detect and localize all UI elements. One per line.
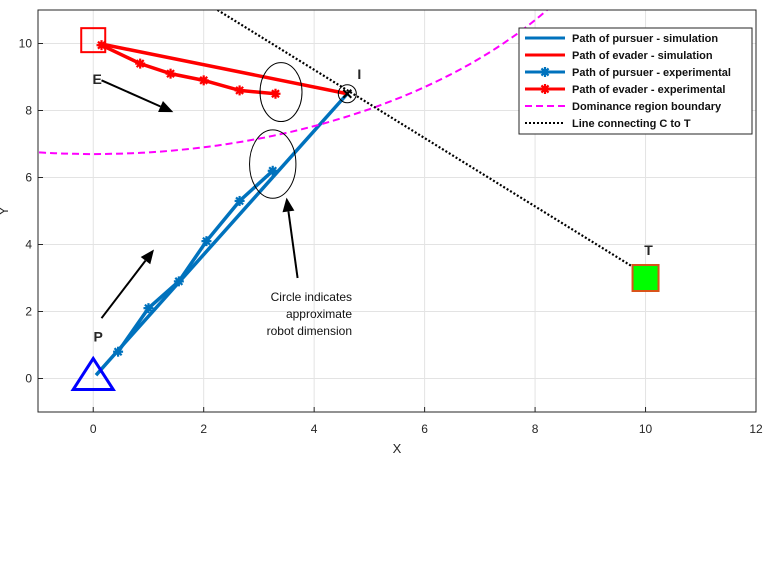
arrow-head bbox=[158, 101, 174, 113]
path-of-evader-experimental-line bbox=[100, 43, 276, 96]
y-tick-label: 6 bbox=[25, 171, 32, 185]
path-of-pursuer-experimental-line bbox=[116, 169, 274, 353]
y-axis-label: Y bbox=[0, 206, 11, 215]
evader-start-square bbox=[80, 27, 107, 54]
robot-dimension-circle bbox=[259, 62, 303, 123]
point-label-i: I bbox=[357, 66, 361, 82]
marker-core bbox=[145, 304, 152, 312]
y-tick-label: 4 bbox=[25, 238, 32, 252]
path-of-evader-experimental-point bbox=[96, 40, 107, 51]
x-axis-label: X bbox=[393, 441, 402, 456]
path-of-evader-experimental-point bbox=[198, 75, 209, 86]
annotation-line-1: Circle indicates bbox=[271, 290, 352, 304]
marker-core bbox=[236, 87, 243, 94]
marker-core bbox=[136, 60, 144, 67]
path-of-evader-simulation-line bbox=[98, 41, 348, 96]
legend-label-line-connecting-c-to-t: Line connecting C to T bbox=[572, 118, 691, 130]
x-tick-label: 6 bbox=[421, 422, 428, 436]
arrow-head bbox=[282, 197, 295, 213]
point-label-e: E bbox=[93, 71, 102, 87]
x-tick-label: 8 bbox=[532, 422, 539, 436]
legend: Path of pursuer - simulation Path of evad… bbox=[518, 27, 753, 135]
path-of-pursuer-experimental-point bbox=[234, 195, 245, 206]
arrow bbox=[100, 249, 154, 319]
arrow bbox=[282, 197, 299, 279]
arrow bbox=[101, 79, 174, 113]
x-tick-label: 4 bbox=[311, 422, 318, 436]
path-of-pursuer-experimental-point bbox=[143, 303, 154, 314]
legend-label-path-of-pursuer-simulation: Path of pursuer - simulation bbox=[572, 33, 718, 45]
path-of-evader-experimental-point bbox=[234, 85, 245, 96]
annotation-line-3: robot dimension bbox=[267, 324, 352, 338]
path-of-pursuer-experimental-point bbox=[201, 236, 212, 247]
arrow-head bbox=[140, 249, 154, 265]
legend-label-dominance-region-boundary: Dominance region boundary bbox=[572, 101, 722, 113]
x-tick-label: 0 bbox=[90, 422, 97, 436]
arrow-shaft bbox=[287, 211, 299, 279]
marker-core bbox=[175, 278, 183, 285]
legend-marker-path-of-evader-experimental bbox=[540, 84, 550, 94]
path-of-evader-experimental-point bbox=[165, 68, 176, 79]
path-of-pursuer-simulation-line bbox=[94, 92, 349, 377]
marker-core bbox=[203, 237, 210, 245]
path-of-pursuer-experimental-point bbox=[113, 346, 124, 357]
marker-core bbox=[114, 348, 122, 355]
marker-core bbox=[541, 85, 549, 93]
y-tick-label: 8 bbox=[25, 104, 32, 118]
arrow-shaft bbox=[101, 79, 161, 108]
intercept-x-mark bbox=[342, 89, 352, 99]
y-tick-label: 10 bbox=[19, 37, 33, 51]
legend-label-path-of-pursuer-experimental: Path of pursuer - experimental bbox=[572, 67, 731, 79]
annotation-layer: P E T I bbox=[70, 27, 660, 391]
legend-label-path-of-evader-experimental: Path of evader - experimental bbox=[572, 84, 725, 96]
marker-core bbox=[541, 68, 549, 76]
tick-labels: 0 2 4 6 8 10 12 0 2 4 6 8 10 bbox=[19, 37, 763, 437]
dominance-region-boundary-line bbox=[38, 10, 549, 156]
marker-core bbox=[167, 70, 174, 77]
marker-core bbox=[272, 90, 279, 97]
annotation-line-2: approximate bbox=[286, 307, 352, 321]
path-of-pursuer-experimental-point bbox=[173, 276, 184, 287]
path-of-evader-experimental-point bbox=[135, 58, 146, 69]
path-of-evader-experimental-point bbox=[270, 88, 281, 99]
x-tick-label: 2 bbox=[200, 422, 207, 436]
y-tick-label: 0 bbox=[25, 372, 32, 386]
line-connecting-c-to-t-line bbox=[216, 10, 641, 273]
annotation-text: Circle indicates approximate robot dimen… bbox=[267, 290, 353, 338]
y-tick-label: 2 bbox=[25, 305, 32, 319]
point-label-p: P bbox=[94, 329, 103, 345]
arrow-shaft bbox=[100, 260, 147, 319]
legend-label-path-of-evader-simulation: Path of evader - simulation bbox=[572, 50, 713, 62]
intercept-circle bbox=[337, 84, 357, 104]
marker-core bbox=[98, 41, 105, 49]
marker-core bbox=[200, 77, 207, 84]
x-tick-label: 10 bbox=[639, 422, 653, 436]
target-square bbox=[631, 264, 660, 292]
x-tick-label: 12 bbox=[749, 422, 763, 436]
axes-frame bbox=[37, 9, 757, 413]
pursuer-start-triangle bbox=[70, 355, 116, 391]
marker-core bbox=[236, 197, 243, 205]
legend-box bbox=[518, 27, 753, 135]
marker-core bbox=[269, 167, 276, 174]
robot-dimension-circle bbox=[249, 129, 297, 199]
path-of-pursuer-experimental-point bbox=[267, 165, 278, 176]
data-layer bbox=[38, 10, 641, 377]
point-label-t: T bbox=[644, 242, 653, 258]
legend-marker-path-of-pursuer-experimental bbox=[540, 67, 550, 77]
